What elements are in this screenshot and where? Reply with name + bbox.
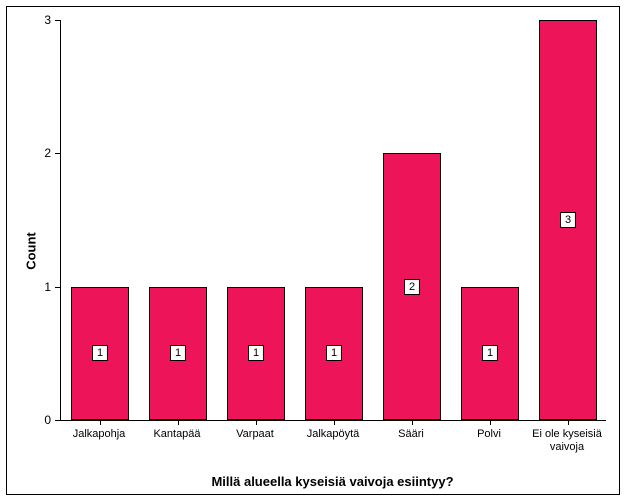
x-tick-label: Jalkapohja <box>60 428 138 441</box>
bar: 1 <box>461 287 519 420</box>
x-tick <box>178 420 179 425</box>
x-tick <box>412 420 413 425</box>
bar: 2 <box>383 153 441 420</box>
y-tick-label: 0 <box>44 413 51 427</box>
x-tick-label: Polvi <box>450 428 528 441</box>
y-tick-label: 2 <box>44 146 51 160</box>
bar: 1 <box>149 287 207 420</box>
bar-value-label: 1 <box>248 345 264 361</box>
bar-value-label: 1 <box>170 345 186 361</box>
x-axis-label: Millä alueella kyseisiä vaivoja esiintyy… <box>60 474 605 489</box>
bar-value-label: 1 <box>92 345 108 361</box>
x-tick <box>490 420 491 425</box>
bar: 1 <box>227 287 285 420</box>
x-tick-label: Kantapää <box>138 428 216 441</box>
bar: 1 <box>71 287 129 420</box>
x-tick-label: Sääri <box>372 428 450 441</box>
bar-value-label: 1 <box>482 345 498 361</box>
y-tick-label: 3 <box>44 13 51 27</box>
bar-value-label: 1 <box>326 345 342 361</box>
x-tick-label: Ei ole kyseisiävaivoja <box>528 428 606 454</box>
x-tick <box>256 420 257 425</box>
bar-value-label: 2 <box>404 279 420 295</box>
chart-container: Count Millä alueella kyseisiä vaivoja es… <box>0 0 626 501</box>
x-tick <box>100 420 101 425</box>
y-axis-label: Count <box>23 232 38 270</box>
x-tick-label: Varpaat <box>216 428 294 441</box>
x-tick <box>568 420 569 425</box>
y-tick-label: 1 <box>44 280 51 294</box>
bar-value-label: 3 <box>560 212 576 228</box>
plot-area: 1 1 1 1 2 1 3 <box>60 20 606 421</box>
bars-region: 1 1 1 1 2 1 3 <box>61 20 606 420</box>
bar: 3 <box>539 20 597 420</box>
x-tick-label: Jalkapöytä <box>294 428 372 441</box>
x-tick <box>334 420 335 425</box>
bar: 1 <box>305 287 363 420</box>
